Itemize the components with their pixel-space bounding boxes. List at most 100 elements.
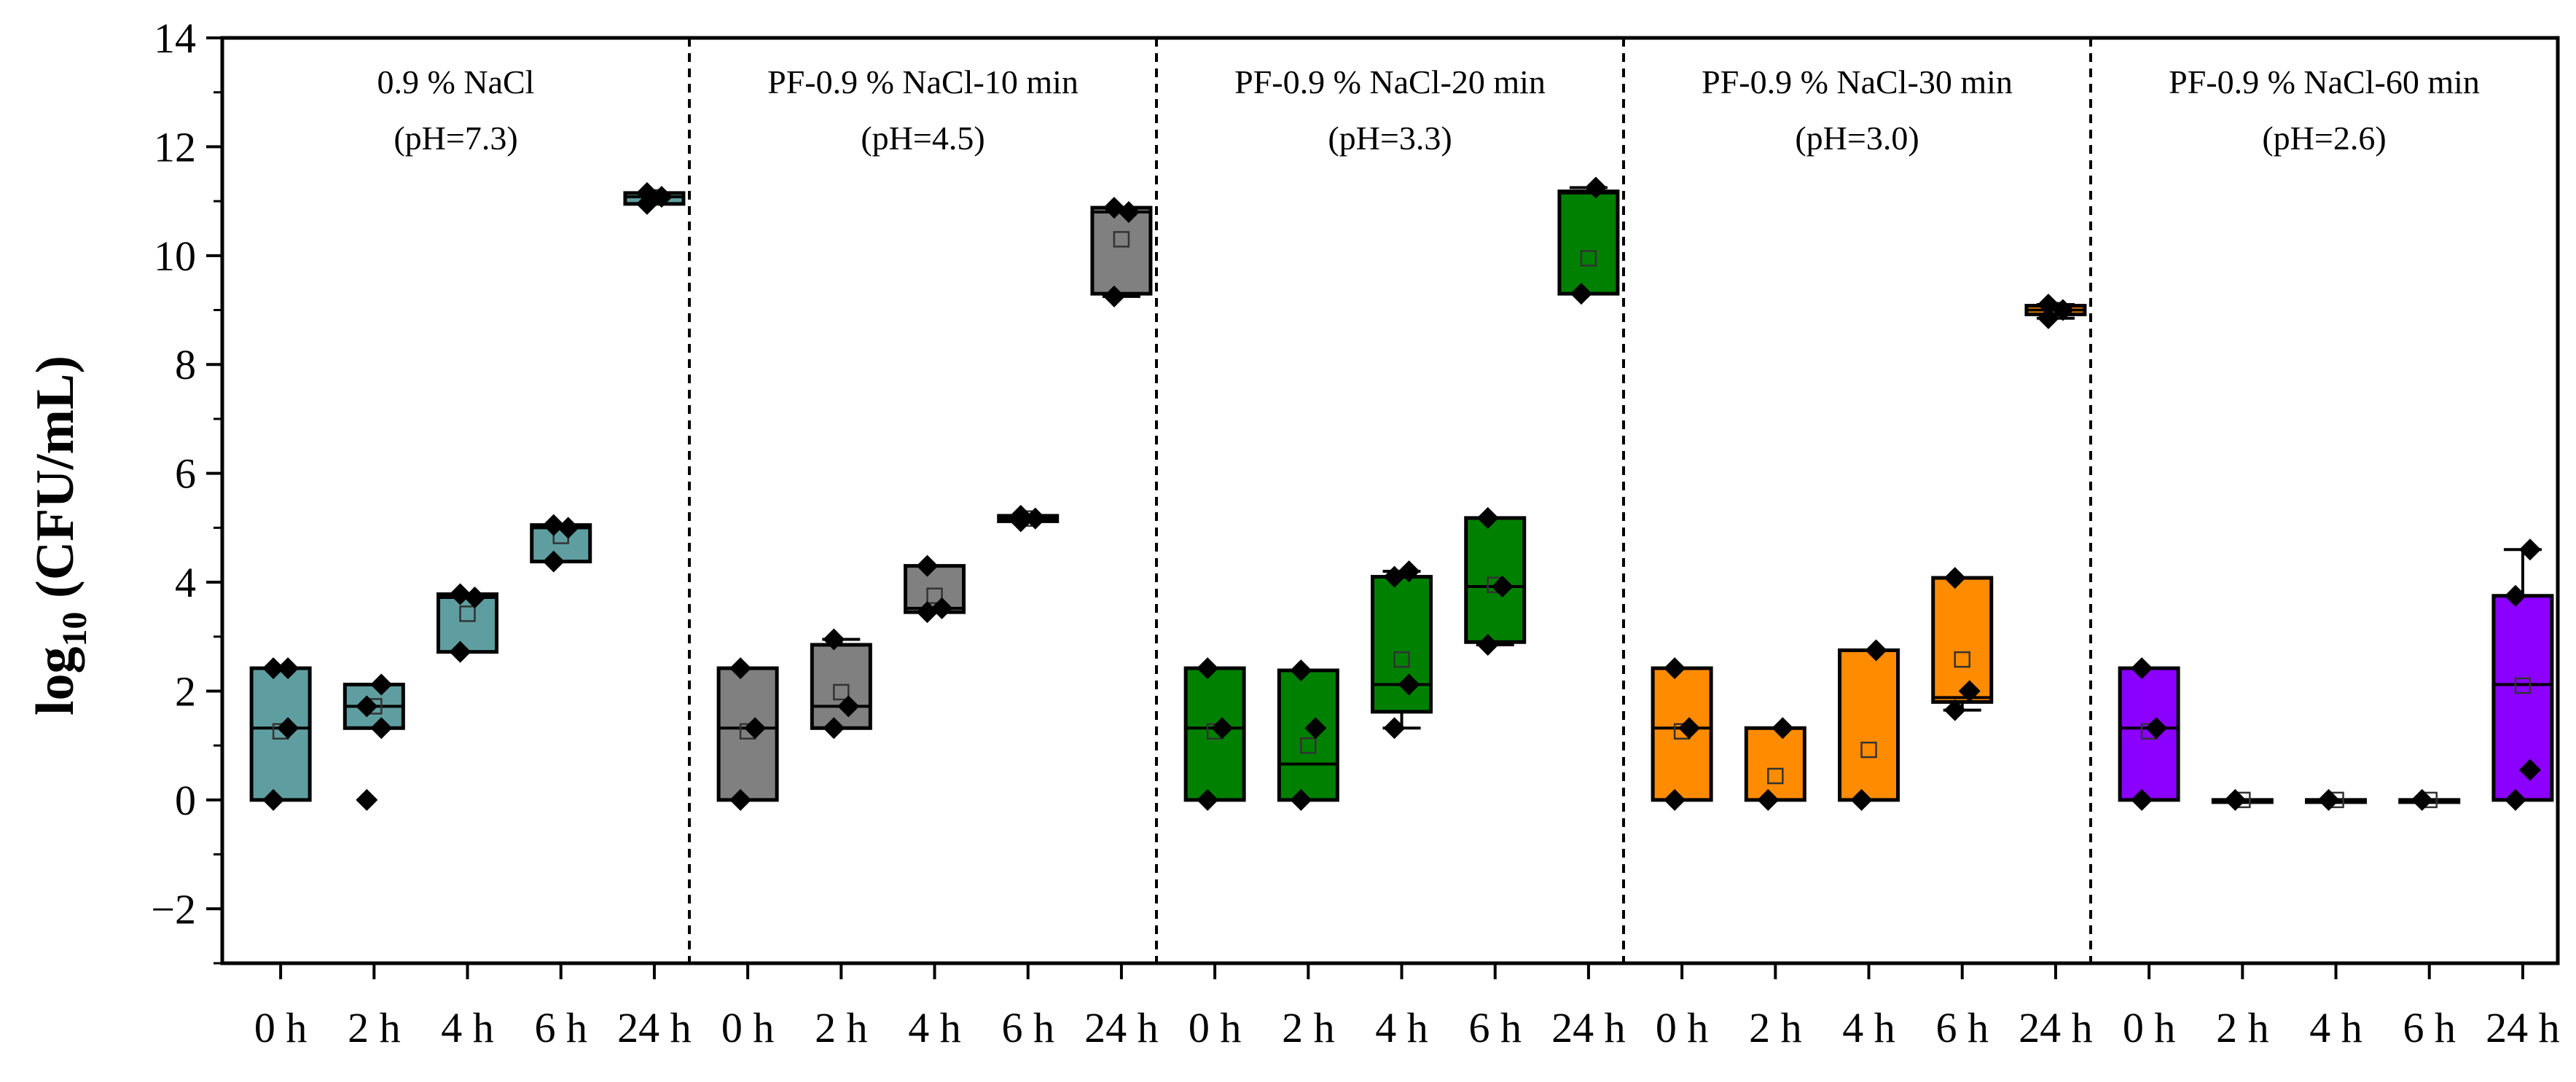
mean-marker (1113, 231, 1130, 248)
group-title: PF-0.9 % NaCl-20 min (1234, 63, 1546, 101)
x-tick-label: 2 h (815, 1004, 868, 1051)
x-tick-label: 4 h (908, 1004, 961, 1051)
y-axis-title: log10 (CFU/mL) (26, 356, 94, 716)
data-point (262, 788, 285, 811)
mean-marker (1767, 767, 1784, 785)
data-point (1290, 788, 1312, 811)
y-axis-title-rest: (CFU/mL) (26, 356, 85, 611)
y-tick-label: 14 (154, 15, 196, 62)
y-tick-label: 6 (175, 450, 196, 498)
data-point (1570, 283, 1592, 305)
y-tick-label: 10 (154, 232, 196, 280)
data-point (1678, 717, 1701, 740)
x-tick-label: 6 h (534, 1004, 587, 1051)
x-tick-label: 0 h (1189, 1004, 1242, 1051)
mean-marker (1860, 741, 1877, 758)
data-point (2317, 788, 2340, 811)
box (1744, 726, 1806, 802)
data-point (2504, 584, 2526, 607)
y-tick-label: 2 (175, 667, 196, 715)
plot-area: −2 0 2 4 6 8 10 12 14 0.9 % NaCl (pH=7.3) 0 h 2 h 4 h… (151, 15, 2559, 1051)
y-tick-label: −2 (151, 885, 196, 933)
data-point (449, 640, 471, 663)
data-point (449, 583, 471, 605)
data-point (2504, 788, 2526, 811)
box (1464, 516, 1527, 644)
data-point (542, 550, 565, 573)
data-point (1103, 197, 1125, 219)
x-tick-label: 2 h (2216, 1004, 2269, 1051)
data-point (1584, 176, 1607, 199)
mean-marker (1393, 651, 1410, 668)
data-point (1290, 659, 1312, 682)
group-title: PF-0.9 % NaCl-10 min (767, 63, 1078, 101)
data-point (823, 717, 845, 740)
group-title: PF-0.9 % NaCl-60 min (2169, 63, 2480, 101)
data-point (1009, 504, 1032, 527)
data-point (1958, 680, 1981, 702)
data-point (1103, 285, 1125, 307)
data-point (729, 657, 752, 680)
data-point (2145, 717, 2168, 740)
data-point (916, 554, 939, 577)
group-subtitle: (pH=3.3) (1328, 119, 1452, 157)
data-point (2411, 788, 2433, 811)
box (1371, 575, 1433, 714)
box (2118, 666, 2180, 802)
y-tick-label: 0 (175, 777, 196, 824)
data-point (463, 586, 486, 608)
box (1090, 205, 1153, 296)
data-point (1772, 717, 1794, 740)
group-title: 0.9 % NaCl (377, 63, 535, 101)
data-point (277, 657, 300, 680)
data-point (635, 181, 658, 204)
data-point (931, 597, 953, 619)
x-tick-label: 4 h (1375, 1004, 1428, 1051)
y-axis-title-subscript: 10 (55, 611, 94, 646)
data-point (1304, 717, 1327, 740)
data-point (1197, 657, 1219, 680)
box (1277, 668, 1339, 802)
group-title: PF-0.9 % NaCl-30 min (1702, 63, 2013, 101)
data-point (2037, 307, 2059, 329)
x-tick-label: 6 h (2403, 1004, 2456, 1051)
plot-frame (220, 36, 2560, 965)
x-tick-label: 6 h (1001, 1004, 1054, 1051)
mean-marker (1300, 737, 1317, 754)
data-point (1757, 788, 1780, 811)
x-tick-label: 4 h (441, 1004, 494, 1051)
data-point (542, 514, 565, 536)
data-point (1664, 657, 1686, 680)
x-tick-label: 2 h (1282, 1004, 1335, 1051)
data-point (370, 673, 393, 696)
x-tick-label: 6 h (1468, 1004, 1522, 1051)
data-point (2224, 788, 2247, 811)
box (1183, 666, 1246, 802)
data-point (1197, 788, 1219, 811)
data-point (356, 788, 378, 811)
data-point (277, 717, 300, 740)
x-tick-label: 24 h (1084, 1004, 1159, 1051)
x-tick-label: 4 h (1842, 1004, 1895, 1051)
box (810, 643, 872, 730)
data-point (1398, 673, 1420, 696)
box (1838, 648, 1900, 802)
data-point (2131, 788, 2153, 811)
data-point (2518, 538, 2541, 561)
data-point (837, 695, 860, 718)
data-point (1943, 699, 1966, 721)
y-tick-label: 4 (175, 559, 196, 606)
data-point (1476, 633, 1499, 656)
data-point (823, 628, 845, 651)
data-point (729, 788, 752, 811)
group-subtitle: (pH=2.6) (2262, 119, 2386, 157)
data-point (1476, 506, 1499, 529)
data-point (2037, 294, 2059, 316)
data-point (2518, 758, 2541, 781)
x-tick-label: 24 h (1551, 1004, 1626, 1051)
box (436, 592, 499, 654)
x-tick-label: 24 h (2486, 1004, 2560, 1051)
data-point (744, 717, 767, 740)
